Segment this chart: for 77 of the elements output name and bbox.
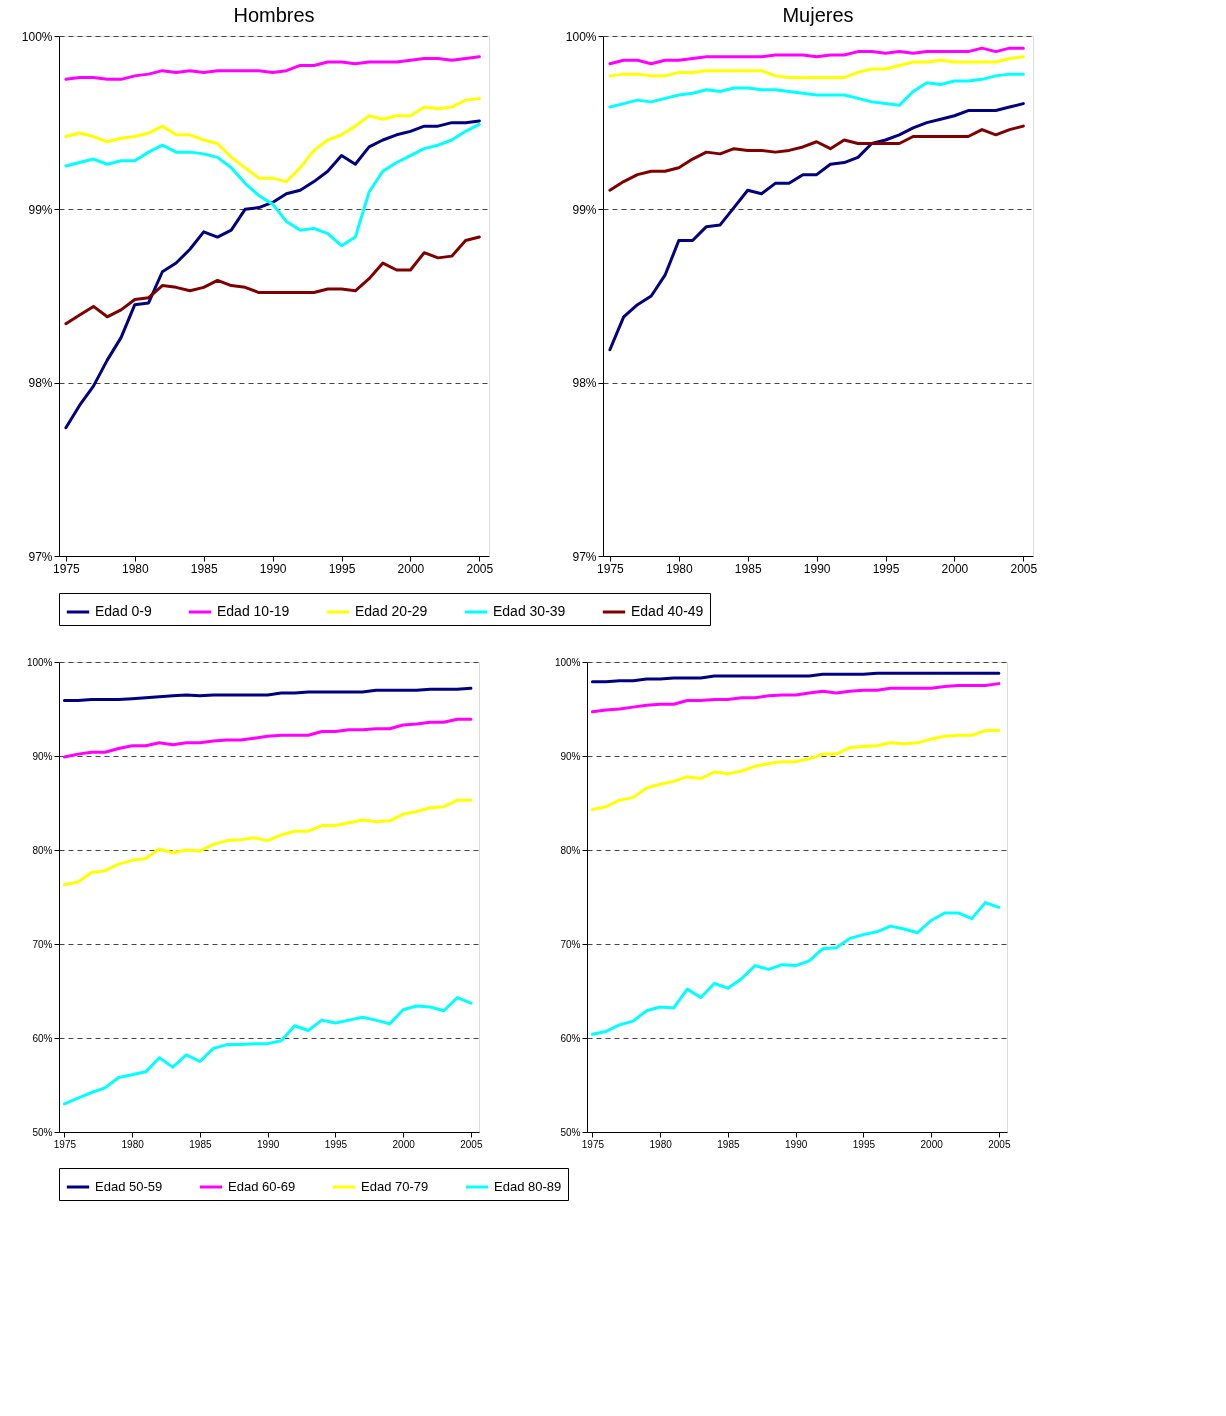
x-tick-label: 1975 <box>53 1138 77 1150</box>
line-series <box>62 798 473 887</box>
y-tick-label: 100% <box>554 656 581 668</box>
y-tick-label: 80% <box>32 844 53 856</box>
line-series <box>590 729 1001 812</box>
y-tick-label: 97% <box>572 549 597 564</box>
y-tick-label: 98% <box>572 376 597 391</box>
line-series <box>608 72 1025 109</box>
x-tick-label: 2005 <box>466 561 494 576</box>
y-tick-label: 99% <box>28 202 53 217</box>
x-tick-label: 1975 <box>581 1138 605 1150</box>
line-series <box>64 122 481 248</box>
y-tick-label: 100% <box>26 656 53 668</box>
x-tick-label: 2000 <box>397 561 425 576</box>
line-series <box>608 55 1025 80</box>
legend-label: Edad 70-79 <box>361 1179 429 1194</box>
legend-label: Edad 50-59 <box>95 1179 163 1194</box>
x-tick-label: 2005 <box>1010 561 1038 576</box>
legend-label: Edad 10-19 <box>217 603 290 619</box>
y-tick-label: 98% <box>28 376 53 391</box>
y-tick-label: 100% <box>21 29 53 44</box>
y-tick-label: 90% <box>560 750 581 762</box>
x-tick-label: 1990 <box>803 561 831 576</box>
chart-title: Mujeres <box>782 4 854 26</box>
line-series <box>62 996 473 1106</box>
x-tick-label: 1995 <box>324 1138 348 1150</box>
y-tick-label: 97% <box>28 549 53 564</box>
line-series <box>608 46 1025 66</box>
legend-label: Edad 30-39 <box>493 603 566 619</box>
x-tick-label: 1995 <box>852 1138 876 1150</box>
y-tick-label: 60% <box>32 1032 53 1044</box>
x-tick-label: 2005 <box>988 1138 1011 1150</box>
line-series <box>590 901 1001 1036</box>
x-tick-label: 1975 <box>53 561 81 576</box>
legend-label: Edad 40-49 <box>631 603 704 619</box>
y-tick-label: 50% <box>560 1126 581 1138</box>
legend-label: Edad 20-29 <box>355 603 428 619</box>
legend-label: Edad 0-9 <box>95 603 153 619</box>
line-series <box>64 119 481 430</box>
y-tick-label: 100% <box>565 29 597 44</box>
y-tick-label: 60% <box>560 1032 581 1044</box>
line-series <box>64 96 481 184</box>
x-tick-label: 1975 <box>597 561 625 576</box>
x-tick-label: 1985 <box>717 1138 740 1150</box>
y-tick-label: 90% <box>32 750 53 762</box>
chart-title: Hombres <box>233 4 315 26</box>
x-tick-label: 2000 <box>920 1138 944 1150</box>
x-tick-label: 1980 <box>665 561 693 576</box>
x-tick-label: 1980 <box>121 561 149 576</box>
x-tick-label: 1985 <box>189 1138 212 1150</box>
line-series <box>608 124 1025 192</box>
y-tick-label: 99% <box>572 202 597 217</box>
x-tick-label: 1990 <box>785 1138 808 1150</box>
x-tick-label: 1985 <box>734 561 762 576</box>
x-tick-label: 1995 <box>872 561 900 576</box>
x-tick-label: 2000 <box>941 561 969 576</box>
line-series <box>62 717 473 759</box>
x-tick-label: 1980 <box>121 1138 145 1150</box>
y-tick-label: 70% <box>560 938 581 950</box>
line-series <box>62 686 473 703</box>
line-series <box>608 102 1025 352</box>
x-tick-label: 2005 <box>460 1138 483 1150</box>
line-series <box>64 235 481 326</box>
y-tick-label: 50% <box>32 1126 53 1138</box>
legend-label: Edad 60-69 <box>228 1179 296 1194</box>
x-tick-label: 1995 <box>328 561 356 576</box>
x-tick-label: 1980 <box>649 1138 673 1150</box>
x-tick-label: 1990 <box>257 1138 280 1150</box>
x-tick-label: 2000 <box>392 1138 416 1150</box>
x-tick-label: 1990 <box>259 561 287 576</box>
line-series <box>590 682 1001 714</box>
x-tick-label: 1985 <box>190 561 218 576</box>
legend-label: Edad 80-89 <box>494 1179 562 1194</box>
line-series <box>64 55 481 81</box>
y-tick-label: 80% <box>560 844 581 856</box>
line-series <box>590 671 1001 684</box>
y-tick-label: 70% <box>32 938 53 950</box>
